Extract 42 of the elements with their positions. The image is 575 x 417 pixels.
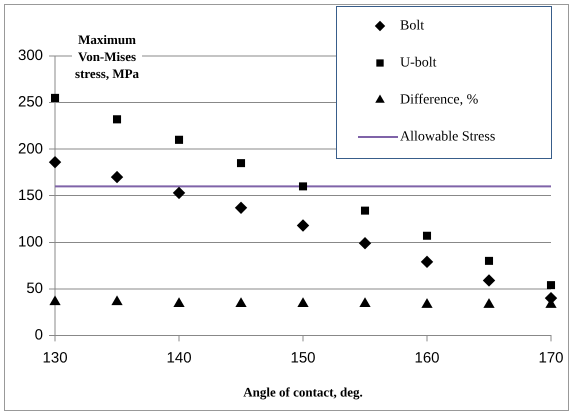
- point: [422, 298, 432, 308]
- legend-label: Allowable Stress: [400, 130, 496, 145]
- legend-label: Difference, %: [400, 92, 479, 108]
- legend-label: Bolt: [400, 18, 424, 34]
- point: [422, 232, 432, 240]
- y-tick-label: 150: [18, 186, 44, 204]
- point: [360, 298, 370, 307]
- y-tick-label: 0: [34, 326, 44, 344]
- x-tick-label: 140: [166, 350, 192, 367]
- x-axis-title: Angle of contact, deg.: [243, 384, 363, 400]
- legend-label: U-bolt: [400, 56, 437, 71]
- point: [112, 296, 122, 306]
- point: [546, 281, 556, 290]
- x-tick-label: 170: [538, 350, 564, 367]
- point: [359, 237, 372, 250]
- point: [111, 171, 124, 184]
- y-tick-label: 200: [18, 140, 44, 158]
- y-axis-title: Maximum Von-Mises stress, MPa: [75, 32, 140, 81]
- point: [236, 159, 246, 168]
- x-tick-label: 150: [290, 350, 316, 367]
- point: [173, 186, 186, 199]
- point: [484, 256, 494, 265]
- point: [360, 206, 370, 215]
- point: [298, 298, 308, 307]
- x-tick-label: 160: [414, 350, 440, 367]
- x-tick-label: 130: [42, 350, 68, 367]
- point: [297, 220, 310, 232]
- y-tick-label: 300: [18, 47, 44, 64]
- point: [174, 136, 184, 144]
- point: [112, 115, 122, 124]
- point: [49, 156, 62, 168]
- y-tick-label: 100: [18, 233, 44, 250]
- point: [50, 296, 60, 306]
- point: [483, 274, 496, 286]
- y-tick-label: 50: [26, 280, 44, 297]
- y-tick-label: 250: [18, 94, 44, 111]
- point: [236, 298, 246, 307]
- point: [484, 298, 494, 308]
- point: [298, 182, 308, 190]
- point: [235, 202, 248, 214]
- point: [174, 298, 184, 307]
- point: [421, 256, 434, 268]
